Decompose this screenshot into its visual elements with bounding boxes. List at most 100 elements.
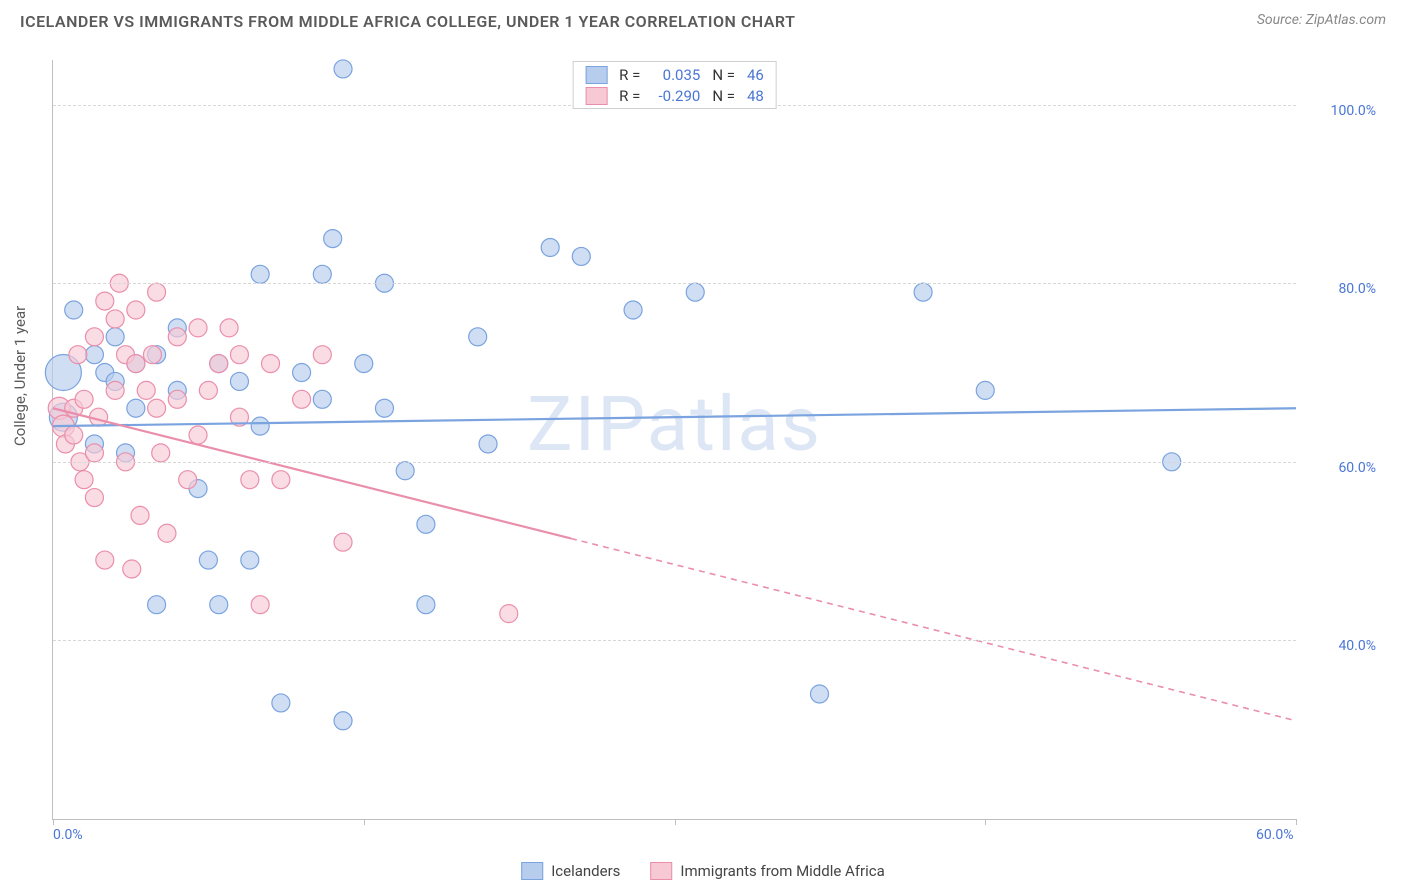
- data-point: [313, 390, 331, 408]
- data-point: [158, 524, 176, 542]
- r-label: R =: [613, 85, 646, 106]
- data-point: [106, 310, 124, 328]
- data-point: [313, 346, 331, 364]
- data-point: [417, 515, 435, 533]
- data-point: [272, 471, 290, 489]
- data-point: [199, 551, 217, 569]
- data-point: [334, 60, 352, 78]
- legend-item: Icelanders: [521, 862, 620, 880]
- data-point: [143, 346, 161, 364]
- data-point: [106, 381, 124, 399]
- data-point: [106, 328, 124, 346]
- data-point: [65, 426, 83, 444]
- data-point: [148, 283, 166, 301]
- trend-line-extrapolated: [571, 538, 1296, 720]
- data-point: [210, 355, 228, 373]
- swatch-icon: [585, 66, 607, 84]
- data-point: [241, 471, 259, 489]
- n-value: 48: [741, 85, 770, 106]
- data-point: [96, 551, 114, 569]
- chart-title: ICELANDER VS IMMIGRANTS FROM MIDDLE AFRI…: [20, 12, 795, 31]
- data-point: [179, 471, 197, 489]
- data-point: [85, 346, 103, 364]
- legend-item: Immigrants from Middle Africa: [650, 862, 884, 880]
- data-point: [976, 381, 994, 399]
- r-label: R =: [613, 64, 646, 85]
- y-tick-label: 60.0%: [1338, 460, 1376, 476]
- chart-svg: [53, 60, 1296, 819]
- data-point: [123, 560, 141, 578]
- data-point: [199, 381, 217, 399]
- n-value: 46: [741, 64, 770, 85]
- y-axis-title: College, Under 1 year: [11, 306, 29, 446]
- data-point: [127, 399, 145, 417]
- data-point: [313, 265, 331, 283]
- data-point: [75, 471, 93, 489]
- data-point: [811, 685, 829, 703]
- data-point: [96, 292, 114, 310]
- chart-container: College, Under 1 year ZIPatlas R = 0.035…: [40, 48, 1386, 844]
- data-point: [417, 596, 435, 614]
- data-point: [65, 301, 83, 319]
- series-legend: Icelanders Immigrants from Middle Africa: [521, 862, 885, 880]
- data-point: [293, 390, 311, 408]
- data-point: [324, 230, 342, 248]
- data-point: [210, 596, 228, 614]
- data-point: [541, 239, 559, 257]
- data-point: [189, 426, 207, 444]
- data-point: [500, 605, 518, 623]
- swatch-icon: [585, 87, 607, 105]
- data-point: [251, 596, 269, 614]
- x-tick-label: 0.0%: [53, 827, 83, 843]
- data-point: [148, 399, 166, 417]
- data-point: [334, 712, 352, 730]
- data-point: [272, 694, 290, 712]
- data-point: [251, 417, 269, 435]
- data-point: [168, 328, 186, 346]
- y-tick-label: 100.0%: [1331, 103, 1376, 119]
- data-point: [152, 444, 170, 462]
- data-point: [168, 390, 186, 408]
- data-point: [375, 399, 393, 417]
- data-point: [251, 265, 269, 283]
- data-point: [355, 355, 373, 373]
- swatch-icon: [521, 862, 543, 880]
- trend-line: [53, 408, 571, 538]
- data-point: [334, 533, 352, 551]
- data-point: [85, 328, 103, 346]
- data-point: [230, 372, 248, 390]
- source-label: Source: ZipAtlas.com: [1257, 12, 1386, 28]
- data-point: [241, 551, 259, 569]
- data-point: [85, 444, 103, 462]
- data-point: [572, 247, 590, 265]
- r-value: 0.035: [646, 64, 706, 85]
- data-point: [220, 319, 238, 337]
- data-point: [914, 283, 932, 301]
- n-label: N =: [706, 64, 741, 85]
- header: ICELANDER VS IMMIGRANTS FROM MIDDLE AFRI…: [0, 0, 1406, 48]
- y-tick-label: 80.0%: [1338, 281, 1376, 297]
- data-point: [293, 364, 311, 382]
- y-tick-label: 40.0%: [1338, 638, 1376, 654]
- data-point: [262, 355, 280, 373]
- data-point: [127, 355, 145, 373]
- data-point: [131, 506, 149, 524]
- data-point: [85, 489, 103, 507]
- legend-label: Icelanders: [551, 862, 620, 880]
- x-tick-label: 60.0%: [1256, 827, 1294, 843]
- data-point: [137, 381, 155, 399]
- n-label: N =: [706, 85, 741, 106]
- data-point: [479, 435, 497, 453]
- legend-row: R = -0.290 N = 48: [579, 85, 770, 106]
- correlation-legend: R = 0.035 N = 46 R = -0.290 N = 48: [572, 61, 777, 109]
- data-point: [148, 596, 166, 614]
- data-point: [396, 462, 414, 480]
- data-point: [686, 283, 704, 301]
- data-point: [69, 346, 87, 364]
- data-point: [624, 301, 642, 319]
- data-point: [127, 301, 145, 319]
- r-value: -0.290: [646, 85, 706, 106]
- data-point: [230, 346, 248, 364]
- data-point: [189, 319, 207, 337]
- legend-row: R = 0.035 N = 46: [579, 64, 770, 85]
